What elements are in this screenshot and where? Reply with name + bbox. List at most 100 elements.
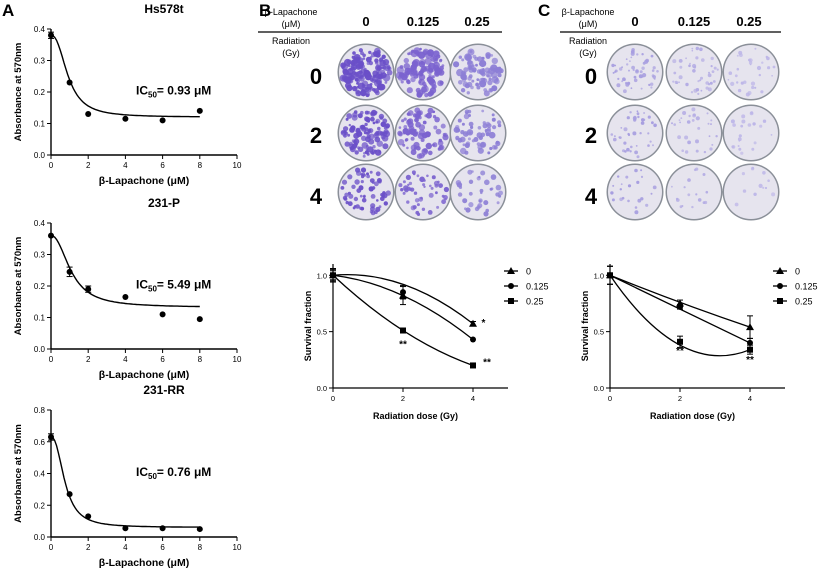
colony	[356, 79, 361, 83]
colony	[652, 66, 656, 70]
colony	[650, 82, 654, 86]
colony	[375, 118, 381, 124]
colony	[466, 91, 470, 95]
colony	[490, 64, 498, 71]
colony	[375, 64, 383, 72]
colony	[626, 147, 630, 152]
colony	[495, 140, 499, 144]
drug-label: β-Lapachone	[562, 7, 615, 17]
colony	[355, 128, 361, 134]
colony	[701, 58, 705, 62]
colony	[697, 126, 701, 130]
x-tick-label: 2	[86, 355, 91, 364]
colony	[461, 58, 465, 62]
colony	[386, 69, 393, 76]
colony	[401, 119, 405, 123]
radiation-row-label: 4	[585, 184, 598, 209]
colony	[689, 62, 691, 65]
colony	[420, 138, 425, 142]
colony	[730, 81, 735, 86]
colony	[443, 132, 448, 138]
colony	[753, 192, 757, 196]
plate-surface	[724, 45, 778, 99]
colony	[640, 87, 643, 90]
colony	[736, 67, 740, 71]
colony	[699, 47, 703, 52]
colony	[642, 73, 647, 78]
colony	[466, 54, 473, 61]
colony	[461, 77, 467, 83]
colony	[470, 85, 474, 90]
colony	[630, 145, 633, 149]
colony	[406, 112, 410, 116]
colony	[412, 131, 418, 137]
y-axis-label: Absorbance at 570nm	[13, 424, 24, 523]
colony	[673, 71, 677, 75]
x-tick-label: 0	[608, 394, 612, 403]
colony	[402, 191, 406, 195]
plate-surface	[724, 165, 778, 219]
colony	[612, 184, 615, 187]
colony	[488, 77, 492, 81]
colony	[362, 53, 366, 58]
colony	[345, 82, 352, 89]
colony	[772, 65, 776, 69]
colony	[357, 146, 364, 152]
colony	[438, 183, 443, 189]
colony	[740, 124, 744, 128]
colony-plate	[394, 43, 452, 101]
colony	[400, 188, 404, 192]
fit-curve	[50, 34, 200, 118]
colony	[695, 116, 700, 121]
colony	[484, 179, 490, 186]
colony	[676, 198, 680, 202]
colony	[371, 75, 379, 82]
data-point	[196, 107, 203, 114]
colony	[758, 183, 763, 188]
colony	[425, 112, 432, 119]
colony	[498, 190, 503, 196]
x-tick-label: 4	[123, 543, 128, 552]
colony	[358, 185, 364, 191]
colony	[629, 111, 632, 114]
y-tick-label: 0.0	[317, 384, 327, 393]
colony	[614, 64, 617, 67]
colony	[684, 150, 689, 154]
colony	[350, 63, 358, 71]
colony	[734, 74, 738, 78]
colony	[677, 135, 681, 140]
colony	[453, 126, 460, 133]
colony	[406, 87, 413, 94]
colony	[491, 117, 496, 122]
x-tick-label: 0	[49, 543, 54, 552]
colony	[613, 137, 617, 142]
panel-label-a: A	[2, 1, 14, 20]
colony	[688, 114, 691, 118]
colony	[361, 142, 369, 149]
colony	[379, 57, 384, 62]
colony	[487, 151, 491, 155]
colony	[695, 193, 698, 196]
colony	[702, 201, 706, 205]
data-point	[122, 115, 129, 122]
colony	[649, 140, 652, 143]
plate-surface	[667, 106, 721, 160]
colony	[460, 88, 466, 93]
data-point	[196, 526, 203, 533]
colony	[427, 51, 431, 54]
colony	[695, 88, 700, 92]
colony	[370, 116, 375, 122]
colony	[674, 80, 678, 84]
x-axis-label-text: β-Lapachone (	[99, 369, 171, 381]
colony	[650, 192, 653, 195]
colony	[433, 64, 440, 71]
colony	[353, 132, 360, 139]
colony	[369, 82, 373, 86]
colony	[750, 81, 756, 86]
y-tick-label: 0.4	[34, 219, 46, 228]
radiation-row-label: 4	[310, 184, 323, 209]
x-axis-label-unit: μM	[171, 175, 186, 187]
radiation-unit: (Gy)	[282, 48, 300, 58]
x-tick-label: 10	[233, 543, 242, 552]
colony	[401, 74, 408, 81]
